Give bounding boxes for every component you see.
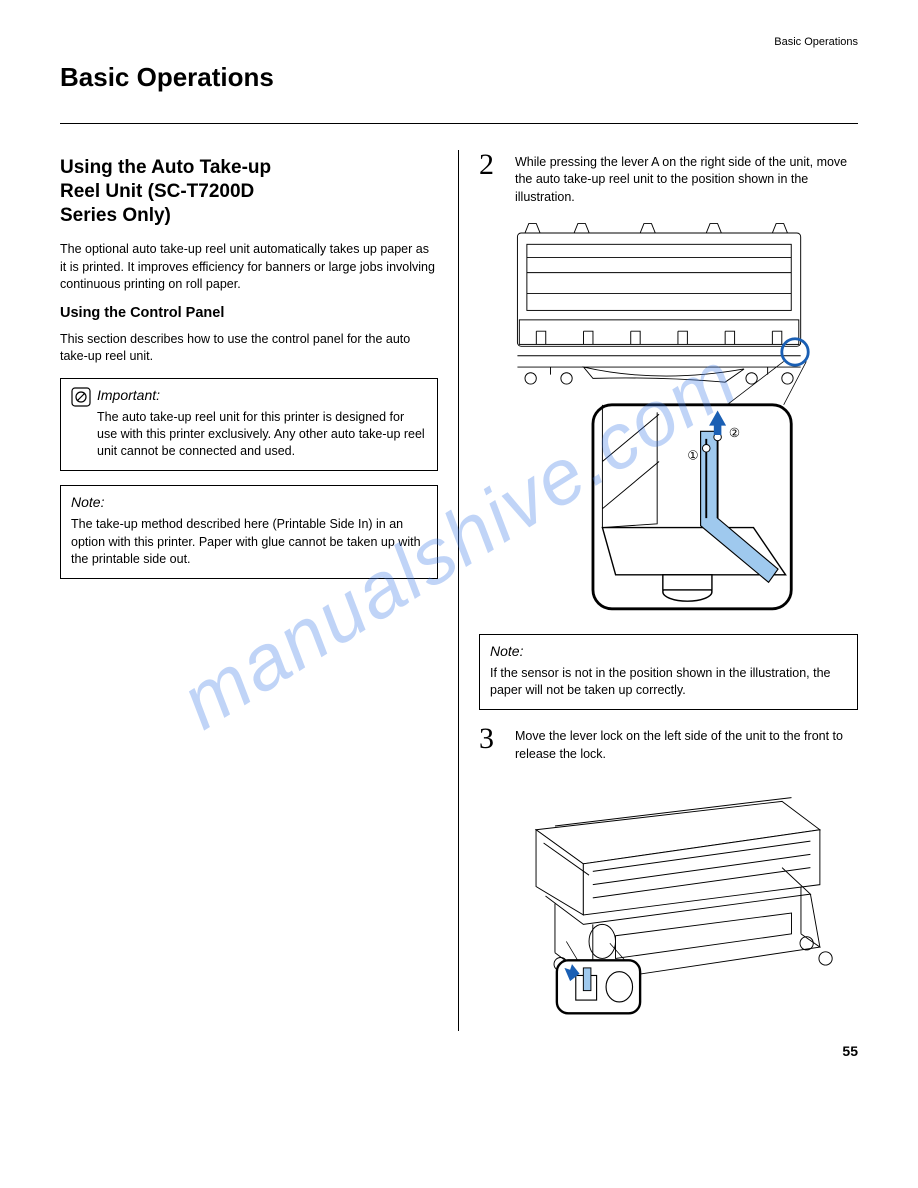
- circled-1: ①: [687, 448, 698, 462]
- two-column-body: Using the Auto Take-up Reel Unit (SC-T72…: [60, 150, 858, 1031]
- step-2-number: 2: [479, 150, 515, 206]
- intro-paragraph: The optional auto take-up reel unit auto…: [60, 241, 438, 293]
- sub-title-control-panel: Using the Control Panel: [60, 305, 438, 321]
- step-3-number: 3: [479, 724, 515, 763]
- important-box: Important: The auto take-up reel unit fo…: [60, 378, 438, 472]
- section-title: Using the Auto Take-up Reel Unit (SC-T72…: [60, 156, 438, 227]
- note-text-left: The take-up method described here (Print…: [71, 516, 427, 568]
- note-box-right: Note: If the sensor is not in the positi…: [479, 634, 858, 711]
- note-box-left: Note: The take-up method described here …: [60, 485, 438, 579]
- left-column: Using the Auto Take-up Reel Unit (SC-T72…: [60, 150, 459, 1031]
- step-3-text: Move the lever lock on the left side of …: [515, 724, 858, 763]
- important-icon: [71, 387, 97, 461]
- important-text: The auto take-up reel unit for this prin…: [97, 409, 427, 461]
- circled-2: ②: [729, 426, 740, 440]
- step-2: 2 While pressing the lever A on the righ…: [479, 150, 858, 206]
- note-label-left: Note:: [71, 494, 427, 510]
- page-container: manualshive.com Basic Operations Basic O…: [0, 0, 918, 1081]
- important-label: Important:: [97, 387, 427, 403]
- right-column: 2 While pressing the lever A on the righ…: [459, 150, 858, 1031]
- page-number: 55: [842, 1043, 858, 1059]
- illustration-printer-rear-sensor: ① ②: [479, 216, 858, 622]
- step-3: 3 Move the lever lock on the left side o…: [479, 724, 858, 763]
- header-category: Basic Operations: [60, 36, 858, 48]
- note-label-right: Note:: [490, 643, 847, 659]
- chapter-divider: [60, 123, 858, 124]
- note-text-right: If the sensor is not in the position sho…: [490, 665, 847, 700]
- illustration-printer-iso-lever: [479, 773, 858, 1019]
- sub-paragraph: This section describes how to use the co…: [60, 331, 438, 366]
- chapter-title: Basic Operations: [60, 62, 858, 93]
- step-2-text: While pressing the lever A on the right …: [515, 150, 858, 206]
